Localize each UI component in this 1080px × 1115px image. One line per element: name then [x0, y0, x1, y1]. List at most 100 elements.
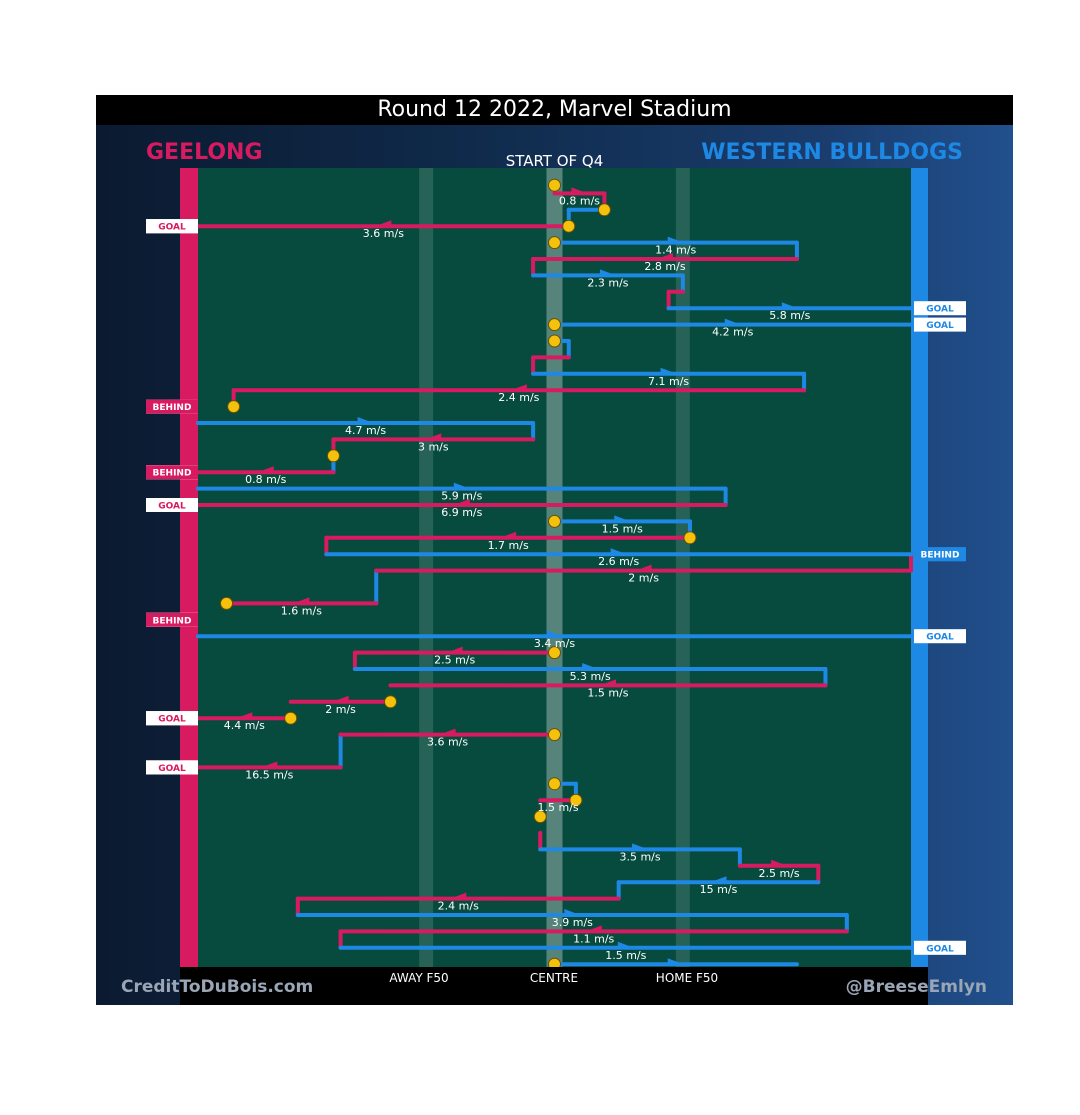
speed-label-26: 1.5 m/s [587, 686, 628, 699]
direction-arrow-30 [261, 761, 278, 769]
direction-arrow-37 [710, 876, 727, 884]
axis-label-away-f50: AWAY F50 [389, 971, 449, 985]
speed-label-38: 2.4 m/s [438, 900, 479, 913]
outcome-badge-bg-0 [146, 219, 198, 234]
bulldogs-team-label: WESTERN BULLDOGS [701, 140, 963, 165]
speed-label-30: 16.5 m/s [245, 768, 293, 781]
speed-label-8: 4.2 m/s [712, 326, 753, 339]
ball-marker-6 [227, 400, 241, 414]
direction-arrow-21 [635, 564, 652, 572]
direction-arrow-40 [585, 925, 602, 933]
title-bar [96, 95, 1013, 125]
direction-arrow-35 [632, 843, 649, 851]
chart-frame: 0.8 m/s 3.6 m/s 1.4 m/s 2.8 m/s 2.3 m/s 5.8 m… [96, 95, 1013, 1005]
field-band-away-f50 [419, 168, 434, 967]
speed-label-21: 2 m/s [628, 572, 659, 585]
outcome-badge-bg-9 [146, 711, 198, 726]
speed-label-19: 1.7 m/s [488, 539, 529, 552]
outcome-badge-bg-1 [914, 301, 966, 316]
outcome-label-1: GOAL [926, 305, 954, 315]
speed-label-35: 3.5 m/s [619, 850, 660, 863]
outcome-label-2: GOAL [926, 321, 954, 331]
speed-label-12: 2.4 m/s [498, 391, 539, 404]
direction-arrow-23 [546, 630, 563, 638]
speed-label-7: 5.8 m/s [769, 309, 810, 322]
speed-label-39: 3.9 m/s [552, 916, 593, 929]
direction-arrow-41 [617, 941, 634, 949]
ball-marker-5 [548, 334, 561, 348]
direction-arrow-5 [599, 269, 616, 277]
credit-website: CreditToDuBois.com [121, 977, 314, 997]
direction-arrow-27 [332, 695, 349, 703]
outcome-label-9: GOAL [158, 715, 186, 725]
outcome-badge-bg-10 [146, 760, 198, 775]
direction-arrow-39 [564, 909, 581, 916]
speed-label-0: 0.8 m/s [559, 194, 600, 207]
chart-title: Round 12 2022, Marvel Stadium [377, 97, 732, 122]
speed-label-40: 1.1 m/s [573, 932, 614, 945]
speed-label-37: 15 m/s [700, 883, 738, 896]
outcome-label-11: GOAL [926, 944, 954, 954]
speed-label-13: 4.7 m/s [345, 424, 386, 437]
direction-arrow-16 [453, 482, 470, 490]
direction-arrow-28 [236, 712, 253, 720]
speed-label-15: 0.8 m/s [245, 473, 286, 486]
direction-arrow-7 [781, 302, 798, 310]
footer-bar [180, 967, 928, 1005]
outcome-badge-bg-2 [914, 317, 966, 332]
speed-label-29: 3.6 m/s [427, 736, 468, 749]
ball-marker-10 [220, 596, 234, 610]
direction-arrow-19 [500, 531, 517, 539]
possession-chain-chart: 0.8 m/s 3.6 m/s 1.4 m/s 2.8 m/s 2.3 m/s 5.8 m… [146, 168, 966, 978]
direction-arrow-17 [453, 499, 470, 506]
speed-label-22: 1.6 m/s [281, 604, 322, 617]
outcome-label-10: GOAL [158, 764, 186, 774]
direction-arrow-14 [425, 433, 442, 441]
outcome-label-6: BEHIND [921, 551, 960, 561]
speed-label-16: 5.9 m/s [441, 490, 482, 503]
direction-arrow-18 [614, 515, 631, 523]
speed-label-28: 4.4 m/s [224, 719, 265, 732]
axis-label-centre: CENTRE [529, 971, 579, 985]
ground-area [180, 168, 928, 967]
outcome-label-0: GOAL [158, 223, 186, 233]
direction-arrow-20 [610, 548, 627, 556]
direction-arrow-15 [257, 466, 274, 474]
speed-label-18: 1.5 m/s [602, 522, 643, 535]
outcome-label-7: BEHIND [153, 616, 192, 626]
speed-label-14: 3 m/s [418, 440, 449, 453]
outcome-label-8: GOAL [926, 633, 954, 643]
field-band-home-f50 [675, 168, 690, 967]
ball-marker-0 [548, 178, 561, 192]
geelong-team-label: GEELONG [146, 140, 263, 165]
quarter-subtitle: START OF Q4 [505, 152, 604, 170]
speed-label-20: 2.6 m/s [598, 555, 639, 568]
bulldogs-goal-line [911, 168, 928, 967]
speed-label-27: 2 m/s [325, 703, 356, 716]
outcome-badge-bg-11 [914, 940, 966, 955]
direction-arrow-22 [293, 597, 310, 605]
direction-arrow-24 [446, 646, 463, 654]
direction-arrow-8 [724, 318, 741, 326]
outcome-badge-bg-4 [146, 465, 198, 480]
speed-label-4: 2.8 m/s [644, 260, 685, 273]
direction-arrow-25 [582, 663, 599, 670]
ball-marker-11 [548, 646, 561, 660]
ball-marker-2 [562, 219, 576, 233]
ball-marker-12 [384, 695, 398, 709]
speed-label-11: 7.1 m/s [648, 375, 689, 388]
direction-arrow-38 [450, 892, 467, 900]
speed-label-32: 1.5 m/s [537, 801, 578, 814]
outcome-badge-bg-8 [914, 629, 966, 644]
direction-arrow-12 [510, 384, 527, 392]
field-band-centre [546, 168, 563, 967]
direction-arrow-42 [667, 958, 684, 966]
outcome-label-5: GOAL [158, 502, 186, 512]
speed-label-24: 2.5 m/s [434, 654, 475, 667]
speed-label-23: 3.4 m/s [534, 637, 575, 650]
direction-arrow-11 [660, 367, 677, 375]
geelong-goal-line [180, 168, 198, 967]
direction-arrow-29 [439, 728, 456, 736]
direction-arrow-2 [375, 220, 392, 228]
speed-label-2: 3.6 m/s [363, 227, 404, 240]
